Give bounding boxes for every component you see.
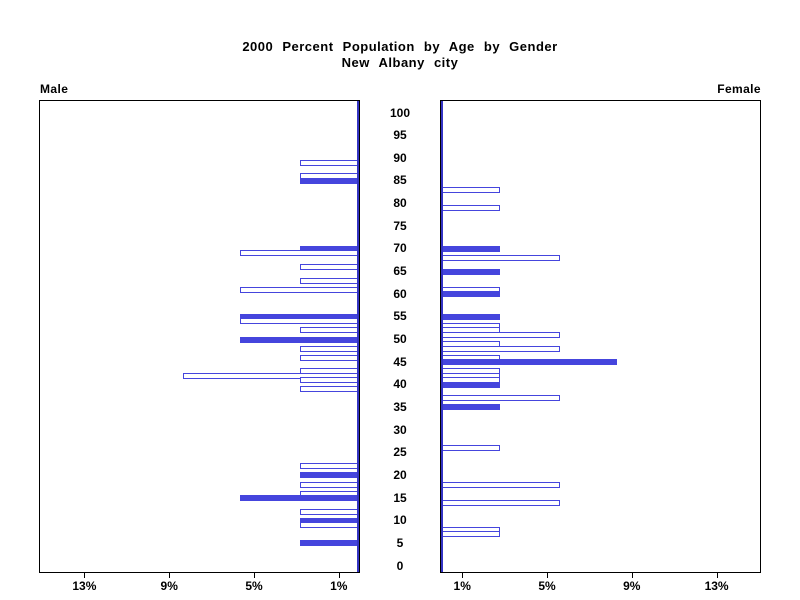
bar-female-age-40	[441, 381, 501, 388]
bar-male-age-85	[299, 178, 359, 184]
bar-male-age-61	[240, 286, 359, 293]
age-tick-label-90: 90	[393, 150, 407, 165]
bar-female-age-51	[441, 332, 560, 338]
age-tick-label-50: 50	[393, 332, 407, 346]
pct-tick-male-9	[169, 573, 171, 578]
pct-tick-female-5	[547, 573, 548, 578]
age-tick-label-100: 100	[389, 105, 411, 120]
bar-male-age-66	[299, 264, 359, 270]
male-zero-axis-line	[357, 101, 359, 572]
pct-tick-label-male-5: 5%	[245, 579, 263, 593]
age-tick-label-75: 75	[393, 218, 407, 233]
age-tick-label-25: 25	[393, 445, 407, 460]
pct-tick-label-male-9: 9%	[160, 579, 178, 593]
bar-female-age-18	[441, 481, 560, 488]
chart-title-line2: New Albany city	[341, 55, 459, 70]
bar-female-age-65	[441, 268, 501, 275]
bar-female-age-79	[441, 205, 501, 212]
bar-male-age-39	[299, 386, 359, 393]
pct-tick-label-male-1: 1%	[330, 579, 348, 593]
age-tick-label-40: 40	[393, 377, 407, 392]
bar-female-age-26	[441, 445, 501, 452]
pct-tick-male-5	[254, 573, 255, 578]
pct-tick-female-9	[631, 573, 633, 578]
bar-male-age-20	[299, 472, 359, 479]
age-tick-label-35: 35	[393, 399, 407, 414]
bar-male-age-63	[299, 277, 359, 284]
male-axis-header: Male	[40, 82, 69, 96]
bar-female-age-45	[441, 359, 617, 366]
bar-male-age-9	[299, 522, 359, 529]
female-axis-header: Female	[717, 82, 761, 96]
pct-tick-male-1	[338, 573, 340, 578]
pct-tick-label-female-5: 5%	[538, 579, 556, 593]
pct-tick-label-female-9: 9%	[623, 579, 641, 593]
bar-male-age-89	[299, 159, 359, 166]
bar-female-age-37	[441, 395, 560, 402]
age-tick-label-45: 45	[393, 354, 407, 369]
female-plot-area	[440, 100, 761, 573]
bar-female-age-70	[441, 245, 501, 252]
pct-tick-label-female-1: 1%	[453, 579, 471, 593]
pct-tick-female-13	[716, 573, 718, 578]
bar-male-age-15	[240, 495, 359, 502]
male-plot-area	[39, 100, 360, 573]
bar-female-age-14	[441, 499, 560, 506]
bar-male-age-46	[299, 354, 359, 361]
age-tick-label-55: 55	[393, 309, 407, 324]
pct-tick-female-1	[462, 573, 464, 578]
age-tick-label-65: 65	[393, 264, 407, 279]
age-tick-label-0: 0	[396, 558, 404, 573]
bar-female-age-83	[441, 187, 501, 193]
age-tick-label-85: 85	[393, 173, 407, 188]
bar-male-age-12	[299, 508, 359, 515]
age-tick-label-10: 10	[393, 513, 407, 528]
bar-male-age-48	[299, 345, 359, 352]
age-tick-label-5: 5	[396, 535, 404, 550]
bar-female-age-48	[441, 345, 560, 352]
age-tick-label-15: 15	[393, 490, 407, 505]
pct-tick-label-male-13: 13%	[72, 579, 97, 593]
bar-female-age-60	[441, 291, 501, 298]
age-tick-label-60: 60	[393, 286, 407, 301]
bar-male-age-18	[299, 481, 359, 488]
bar-male-age-52	[299, 327, 359, 334]
bar-male-age-69	[240, 250, 359, 257]
bar-male-age-54	[240, 318, 359, 325]
age-tick-label-70: 70	[393, 241, 407, 256]
age-tick-label-20: 20	[393, 467, 407, 482]
pct-tick-label-female-13: 13%	[704, 579, 729, 593]
bar-female-age-35	[441, 404, 501, 411]
bar-male-age-50	[240, 336, 359, 343]
bar-male-age-22	[299, 463, 359, 470]
bar-female-age-7	[441, 531, 501, 538]
chart-title: 2000 Percent Population by Age by Gender…	[0, 39, 800, 71]
female-zero-axis-line	[441, 101, 443, 572]
bar-female-age-55	[441, 313, 501, 320]
bar-male-age-5	[299, 540, 359, 547]
bar-male-age-41	[299, 377, 359, 384]
bar-female-age-68	[441, 255, 560, 261]
age-tick-label-95: 95	[393, 128, 407, 143]
age-tick-label-30: 30	[393, 422, 407, 437]
chart-title-line1: 2000 Percent Population by Age by Gender	[242, 39, 558, 54]
age-tick-label-80: 80	[393, 196, 407, 211]
pct-tick-male-13	[84, 573, 86, 578]
